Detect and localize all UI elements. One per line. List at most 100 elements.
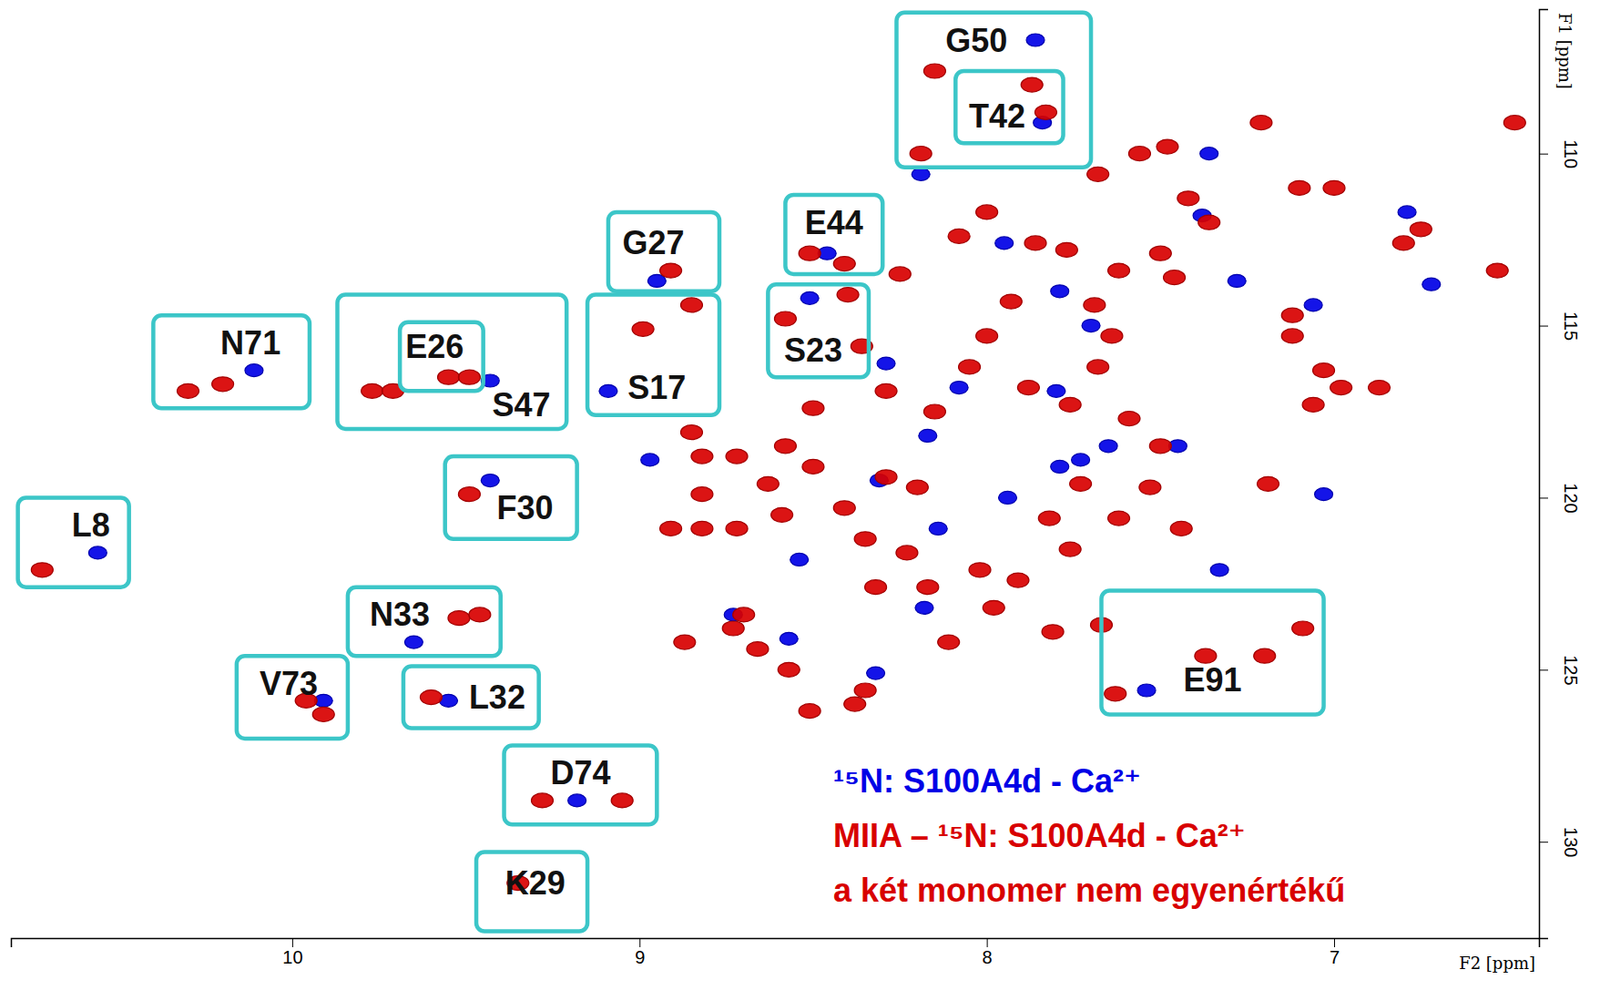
annotation-box (336, 295, 567, 429)
peak (802, 400, 825, 416)
chart: 10987110115120125130F2 [ppm]F1 [ppm]G50T… (0, 0, 1600, 990)
peak (1104, 686, 1127, 702)
peak (1253, 648, 1276, 663)
peak (1313, 363, 1336, 378)
y-tick-label: 130 (1560, 826, 1581, 857)
peak (1128, 146, 1151, 162)
peak (1139, 479, 1162, 495)
peak (176, 383, 199, 398)
peak (998, 490, 1018, 504)
peak (611, 793, 633, 808)
peak (1047, 384, 1066, 398)
annotation-box (347, 587, 501, 657)
peak (1083, 297, 1106, 313)
peak (244, 364, 264, 378)
annotation-box (152, 315, 310, 408)
peak (875, 383, 897, 398)
peak (1163, 270, 1186, 286)
peak (1422, 277, 1441, 291)
peak (876, 356, 896, 370)
peak (774, 438, 796, 454)
x-tick-mark (987, 937, 989, 948)
peak (833, 256, 856, 272)
y-axis-line (1539, 10, 1550, 939)
peak (733, 607, 755, 622)
peak (1486, 263, 1509, 278)
x-tick-label: 8 (982, 947, 993, 968)
peak (419, 690, 442, 705)
peak (779, 631, 798, 645)
peak (949, 381, 969, 395)
peak (1314, 488, 1334, 501)
peak (1118, 411, 1141, 427)
peak (530, 793, 553, 808)
peak (833, 500, 856, 516)
peak (1059, 397, 1081, 412)
annotation-box (504, 744, 658, 825)
y-tick-mark (1538, 497, 1549, 499)
x-tick: 7 (1329, 937, 1340, 968)
x-tick: 9 (634, 937, 645, 968)
annotation-box (608, 212, 720, 292)
peak (875, 469, 897, 485)
y-axis-title: F1 [ppm] (1555, 12, 1575, 90)
peak (865, 580, 887, 595)
y-tick-label: 125 (1560, 654, 1581, 685)
peak (928, 521, 948, 535)
peak (976, 204, 999, 220)
y-tick-label: 115 (1560, 311, 1581, 341)
peak (641, 453, 660, 467)
y-tick-mark (1538, 153, 1549, 155)
x-tick: 10 (282, 937, 303, 968)
peak (1007, 572, 1030, 588)
peak (746, 642, 769, 657)
peak-label: T42 (968, 97, 1026, 135)
peak (777, 662, 800, 677)
y-tick: 120 (1538, 482, 1581, 513)
peak (312, 706, 335, 722)
peak (404, 635, 423, 649)
peak (1503, 115, 1526, 131)
peak-label: S47 (492, 386, 551, 424)
peak (1149, 438, 1172, 454)
peak (1071, 453, 1091, 467)
peak-label: N71 (220, 324, 281, 362)
peak (1227, 274, 1246, 287)
peak (844, 696, 867, 712)
peak (1108, 263, 1131, 278)
peak (854, 682, 877, 698)
legend-entry: ¹⁵N: S100A4d - Ca²⁺ (833, 762, 1142, 800)
peak (448, 611, 470, 626)
peak (1099, 439, 1118, 453)
peak (680, 425, 703, 440)
peak (1302, 397, 1325, 412)
y-tick: 115 (1538, 311, 1581, 341)
peak (88, 546, 107, 560)
annotations: G50T42G27E44S23S17N71E26S47F30L8N33V73L3… (18, 12, 1325, 932)
annotation-box (399, 322, 484, 392)
peak (1100, 328, 1123, 344)
peak (836, 287, 859, 303)
annotation-box (767, 284, 869, 378)
peak (866, 666, 886, 680)
peak (968, 562, 991, 578)
peak (1017, 380, 1040, 396)
peak-label: D74 (550, 754, 611, 792)
peak (1020, 77, 1043, 92)
x-tick-label: 10 (282, 947, 303, 968)
peak (1170, 520, 1193, 536)
peak (802, 458, 825, 474)
peak (1087, 166, 1110, 182)
peak (438, 369, 460, 385)
peak (915, 601, 934, 614)
peak (1050, 285, 1070, 298)
peak (1198, 214, 1221, 230)
peak (798, 245, 821, 261)
peak (1156, 139, 1179, 154)
annotation-box (784, 194, 883, 275)
peak (800, 291, 819, 305)
peak (1368, 380, 1391, 396)
peak (1081, 319, 1101, 333)
y-tick-label: 120 (1560, 482, 1581, 513)
x-tick-label: 9 (634, 947, 645, 968)
